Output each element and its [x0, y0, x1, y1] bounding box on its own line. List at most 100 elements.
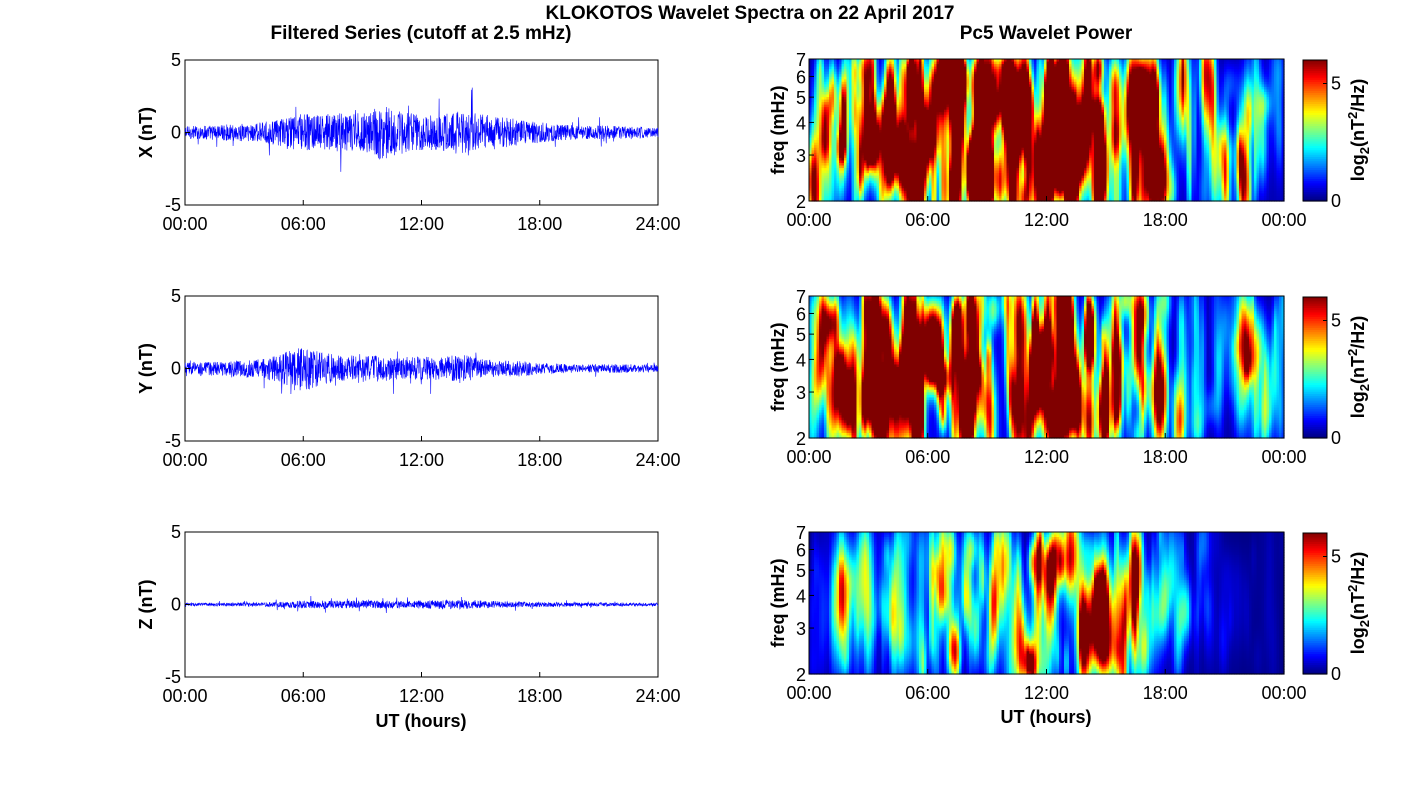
- heatmap-cell: [829, 142, 833, 146]
- heatmap-cell: [899, 81, 903, 85]
- heatmap-cell: [901, 86, 905, 91]
- heatmap-cell: [869, 86, 873, 91]
- heatmap-cell: [824, 66, 828, 70]
- heatmap-cell: [916, 183, 920, 187]
- heatmap-cell: [826, 122, 830, 126]
- heatmap-cell: [909, 195, 913, 200]
- heatmap-cell: [914, 145, 918, 149]
- heatmap-cell: [829, 69, 833, 73]
- heatmap-cell: [914, 86, 918, 91]
- heatmap-cell: [851, 81, 855, 85]
- heatmap-cell: [851, 180, 855, 184]
- heatmap-cell: [904, 162, 908, 167]
- heatmap-cell: [809, 195, 813, 200]
- heatmap-cell: [809, 91, 813, 96]
- heatmap-cell: [899, 142, 903, 146]
- heatmap-cell: [906, 127, 910, 131]
- heatmap-cell: [839, 109, 843, 113]
- heatmap-cell: [844, 127, 848, 131]
- heatmap-cell: [911, 132, 915, 136]
- heatmap-cell: [899, 74, 903, 78]
- heatmap-cell: [824, 117, 828, 121]
- heatmap-cell: [814, 170, 818, 174]
- heatmap-cell: [844, 142, 848, 146]
- heatmap-cell: [884, 145, 888, 149]
- heatmap-cell: [874, 99, 878, 103]
- heatmap-cell: [829, 130, 833, 134]
- heatmap-cell: [899, 137, 903, 141]
- heatmap-cell: [844, 155, 848, 159]
- heatmap-cell: [869, 59, 873, 63]
- heatmap-cell: [834, 165, 838, 169]
- heatmap-cell: [814, 94, 818, 98]
- heatmap-cell: [809, 180, 813, 184]
- heatmap-cell: [839, 104, 843, 108]
- heatmap-cell: [846, 104, 850, 108]
- heatmap-cell: [879, 122, 883, 126]
- heatmap-cell: [854, 195, 858, 200]
- heatmap-cell: [856, 122, 860, 126]
- heatmap-cell: [896, 86, 900, 91]
- heatmap-cell: [854, 185, 858, 189]
- heatmap-cell: [871, 114, 875, 118]
- heatmap-cell: [869, 193, 873, 197]
- heatmap-cell: [816, 71, 820, 75]
- heatmap-cell: [831, 193, 835, 197]
- heatmap-cell: [916, 112, 920, 116]
- heatmap-cell: [859, 180, 863, 184]
- heatmap-cell: [849, 160, 853, 164]
- heatmap-cell: [811, 157, 815, 162]
- heatmap-cell: [914, 178, 918, 182]
- heatmap-cell: [851, 147, 855, 151]
- heatmap-cell: [826, 114, 830, 118]
- heatmap-cell: [809, 114, 813, 118]
- heatmap-cell: [894, 124, 898, 129]
- heatmap-cell: [839, 183, 843, 187]
- heatmap-cell: [876, 122, 880, 126]
- heatmap-cell: [889, 152, 893, 156]
- heatmap-cell: [871, 119, 875, 123]
- heatmap-cell: [904, 195, 908, 200]
- heatmap-cell: [869, 175, 873, 179]
- heatmap-cell: [851, 190, 855, 194]
- heatmap-cell: [876, 193, 880, 197]
- heatmap-cell: [836, 127, 840, 131]
- heatmap-cell: [831, 102, 835, 106]
- heatmap-cell: [901, 74, 905, 78]
- heatmap-cell: [869, 102, 873, 106]
- heatmap-cell: [841, 145, 845, 149]
- heatmap-cell: [911, 152, 915, 156]
- heatmap-cell: [866, 99, 870, 103]
- heatmap-cell: [896, 102, 900, 106]
- heatmap-cell: [821, 109, 825, 113]
- heatmap-cell: [874, 162, 878, 167]
- heatmap-cell: [884, 162, 888, 167]
- heatmap-cell: [846, 71, 850, 75]
- heatmap-cell: [901, 160, 905, 164]
- heatmap-cell: [886, 122, 890, 126]
- heatmap-cell: [904, 127, 908, 131]
- series-trace-x: [184, 87, 659, 172]
- heatmap-cell: [859, 142, 863, 146]
- heatmap-cell: [911, 66, 915, 70]
- heatmap-cell: [889, 145, 893, 149]
- heatmap-cell: [839, 84, 843, 88]
- heatmap-cell: [819, 170, 823, 174]
- heatmap-cell: [839, 145, 843, 149]
- heatmap-cell: [891, 74, 895, 78]
- heatmap-cell: [831, 180, 835, 184]
- heatmap-cell: [889, 64, 893, 68]
- heatmap-cell: [859, 173, 863, 177]
- heatmap-cell: [811, 122, 815, 126]
- heatmap-cell: [901, 193, 905, 197]
- heatmap-cell: [914, 61, 918, 65]
- heatmap-cell: [886, 180, 890, 184]
- heatmap-cell: [866, 157, 870, 162]
- heatmap-cell: [839, 135, 843, 139]
- heatmap-cell: [836, 137, 840, 141]
- heatmap-cell: [884, 137, 888, 141]
- heatmap-cell: [894, 102, 898, 106]
- heatmap-cell: [891, 64, 895, 68]
- heatmap-cell: [859, 135, 863, 139]
